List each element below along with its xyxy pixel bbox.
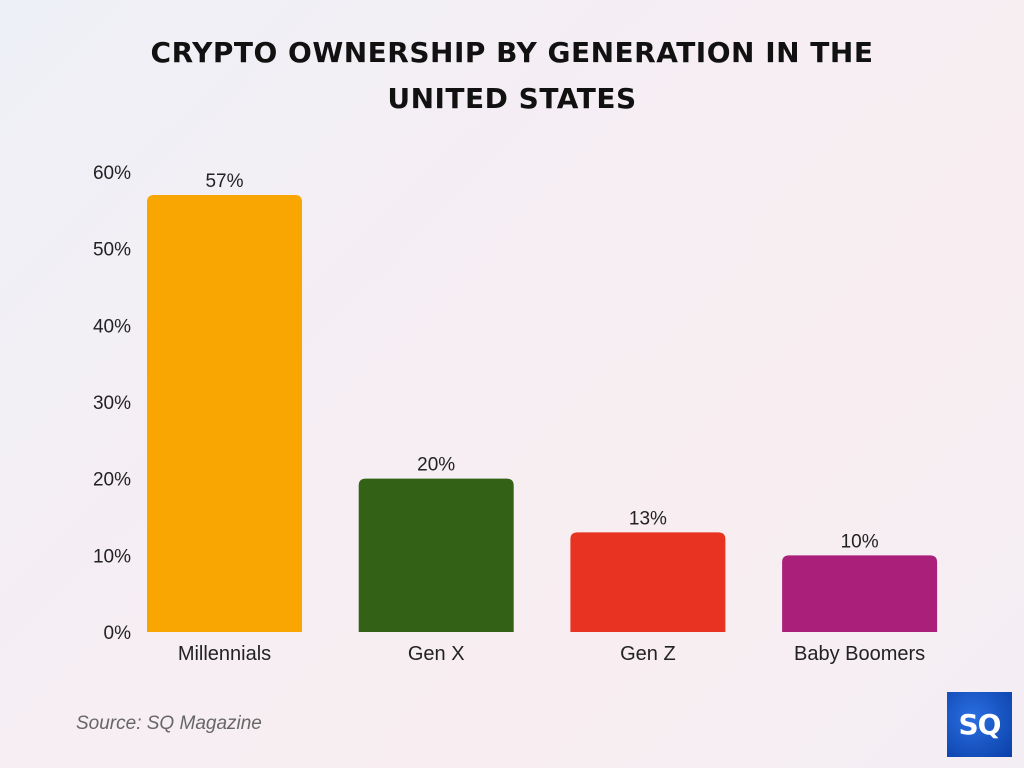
y-tick-label: 50%	[93, 240, 131, 261]
y-tick-label: 0%	[104, 623, 132, 644]
bar-gen-x	[358, 478, 514, 632]
y-tick-label: 10%	[93, 546, 131, 567]
y-tick-label: 30%	[93, 393, 131, 414]
chart-title: CRYPTO OWNERSHIP BY GENERATION IN THE UN…	[0, 30, 1024, 122]
data-label: 57%	[205, 171, 243, 192]
source-note: Source: SQ Magazine	[76, 713, 262, 734]
data-label: 20%	[417, 455, 455, 476]
data-label: 10%	[841, 531, 879, 552]
y-tick-label: 60%	[93, 163, 131, 184]
x-tick-label: Gen X	[408, 643, 465, 665]
bar-baby-boomers	[782, 555, 938, 632]
bar-millennials	[147, 195, 302, 632]
chart-title-line-1: CRYPTO OWNERSHIP BY GENERATION IN THE	[150, 36, 874, 69]
x-tick-label: Gen Z	[620, 643, 676, 665]
x-tick-label: Millennials	[178, 643, 271, 665]
y-tick-label: 40%	[93, 316, 131, 337]
sq-logo: SQ	[947, 692, 1012, 757]
chart-title-line-2: UNITED STATES	[387, 82, 637, 115]
bar-gen-z	[570, 532, 726, 632]
y-tick-label: 20%	[93, 470, 131, 491]
x-tick-label: Baby Boomers	[794, 643, 925, 665]
data-label: 13%	[629, 508, 667, 529]
